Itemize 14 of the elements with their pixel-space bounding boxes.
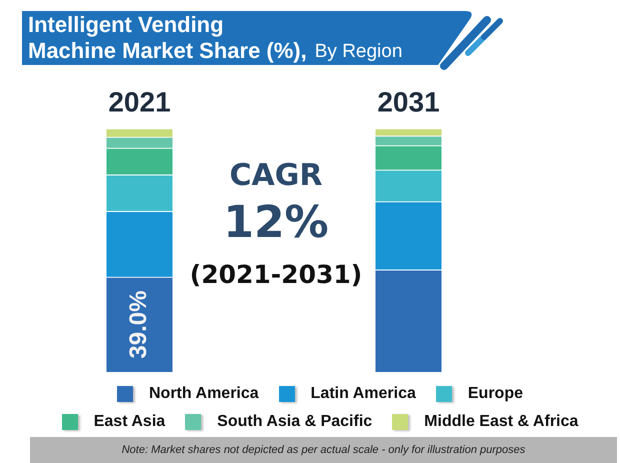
annotation: CAGR [228, 158, 324, 194]
legend-label: Europe [468, 385, 523, 403]
legend-label: East Asia [94, 413, 166, 431]
legend-label: Latin America [310, 385, 416, 403]
data-label: 39.0% [125, 290, 152, 359]
legend-label: South Asia & Pacific [217, 413, 372, 431]
annotation: 12% [222, 196, 330, 249]
legend-label: Middle East & Africa [424, 413, 578, 431]
chart-subtitle: By Region [314, 40, 402, 64]
x-tick-label: 2031 [377, 86, 440, 118]
x-tick-label: 2021 [108, 86, 171, 118]
legend-label: North America [149, 385, 259, 403]
annotation: (2021-2031) [188, 260, 364, 290]
chart-title: Intelligent Vending Machine Market Share (%), [28, 12, 307, 64]
